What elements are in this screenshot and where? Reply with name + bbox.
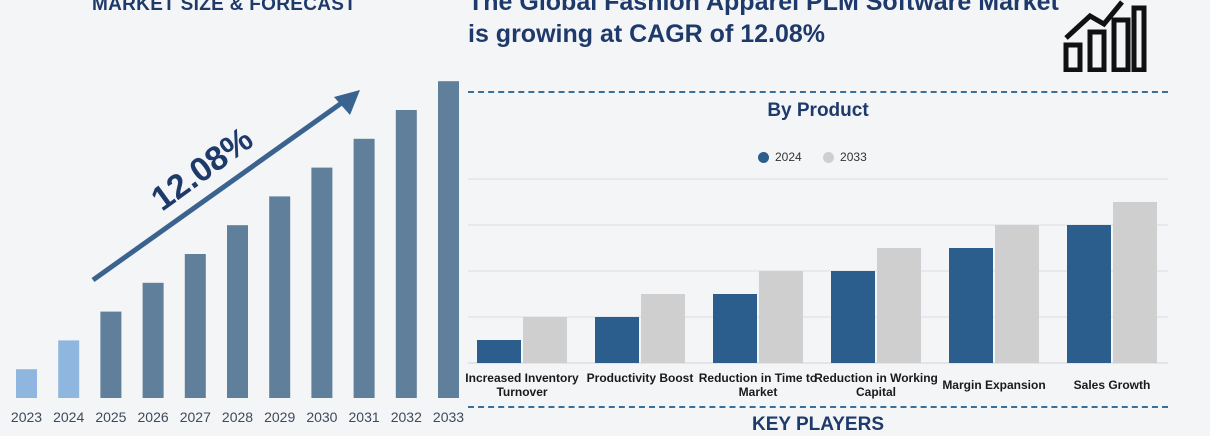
- product-bar-2033-3: [877, 248, 921, 363]
- year-label-2027: 2027: [179, 409, 211, 425]
- category-label-5: Sales Growth: [1073, 378, 1151, 392]
- legend-item-2033: 2033: [823, 150, 867, 164]
- by-product-title: By Product: [767, 100, 869, 121]
- category-label-1: Productivity Boost: [586, 371, 694, 385]
- key-players-title: KEY PLAYERS: [752, 414, 884, 435]
- growth-arrow: [91, 94, 352, 283]
- product-bar-2033-5: [1113, 202, 1157, 363]
- market-bar-2032: [395, 110, 417, 398]
- market-bar-2025: [100, 311, 122, 398]
- category-label-3: Reduction in Working Capital: [814, 371, 938, 399]
- market-bar-2031: [353, 138, 375, 399]
- legend: 2024 2033: [758, 150, 885, 166]
- market-bar-2026: [142, 282, 164, 398]
- page-title: The Global Fashion Apparel PLM Software …: [468, 0, 1059, 48]
- product-bar-2024-5: [1067, 225, 1111, 363]
- year-label-2026: 2026: [137, 409, 169, 425]
- market-bar-2033: [438, 81, 459, 398]
- product-bar-2024-2: [713, 294, 757, 363]
- year-label-2033: 2033: [432, 409, 465, 425]
- market-size-chart: 12.08%: [16, 81, 459, 399]
- legend-swatch-2024: [758, 151, 769, 163]
- product-bar-2024-0: [477, 340, 521, 363]
- market-bar-2027: [184, 254, 206, 398]
- legend-label-2024: 2024: [775, 150, 802, 164]
- product-bar-2024-4: [949, 248, 993, 363]
- divider-top: [468, 91, 1168, 93]
- legend-label-2033: 2033: [840, 150, 867, 164]
- year-label-2030: 2030: [306, 409, 338, 425]
- year-label-2028: 2028: [221, 409, 254, 425]
- growth-bar-chart-icon: [1063, 0, 1147, 72]
- left-section-title: MARKET SIZE & FORECAST: [92, 0, 357, 15]
- product-bar-2033-4: [995, 225, 1039, 363]
- product-bar-2033-2: [759, 271, 803, 363]
- year-label-2031: 2031: [348, 409, 380, 425]
- market-bar-2024: [58, 340, 80, 398]
- market-bar-2030: [311, 167, 333, 398]
- growth-arrow-head: [334, 90, 360, 115]
- legend-swatch-2033: [823, 151, 835, 163]
- category-label-4: Margin Expansion: [942, 378, 1046, 392]
- year-label-2025: 2025: [95, 409, 127, 425]
- category-label-0: Increased Inventory Turnover: [465, 371, 579, 399]
- legend-item-2024: 2024: [758, 150, 802, 164]
- market-bar-2028: [227, 225, 248, 398]
- product-bar-2033-0: [523, 317, 567, 363]
- divider-bottom: [468, 406, 1168, 408]
- year-label-2032: 2032: [390, 409, 422, 425]
- product-bar-2024-3: [831, 271, 875, 363]
- market-bar-2029: [269, 196, 291, 398]
- category-label-2: Reduction in Time to Market: [698, 371, 818, 399]
- market-bar-2023: [16, 369, 37, 398]
- by-product-chart: [468, 178, 1168, 364]
- product-bar-2024-1: [595, 317, 639, 363]
- year-label-2024: 2024: [53, 409, 85, 425]
- product-bar-2033-1: [641, 294, 685, 363]
- year-label-2029: 2029: [264, 409, 296, 425]
- year-label-2023: 2023: [10, 409, 43, 425]
